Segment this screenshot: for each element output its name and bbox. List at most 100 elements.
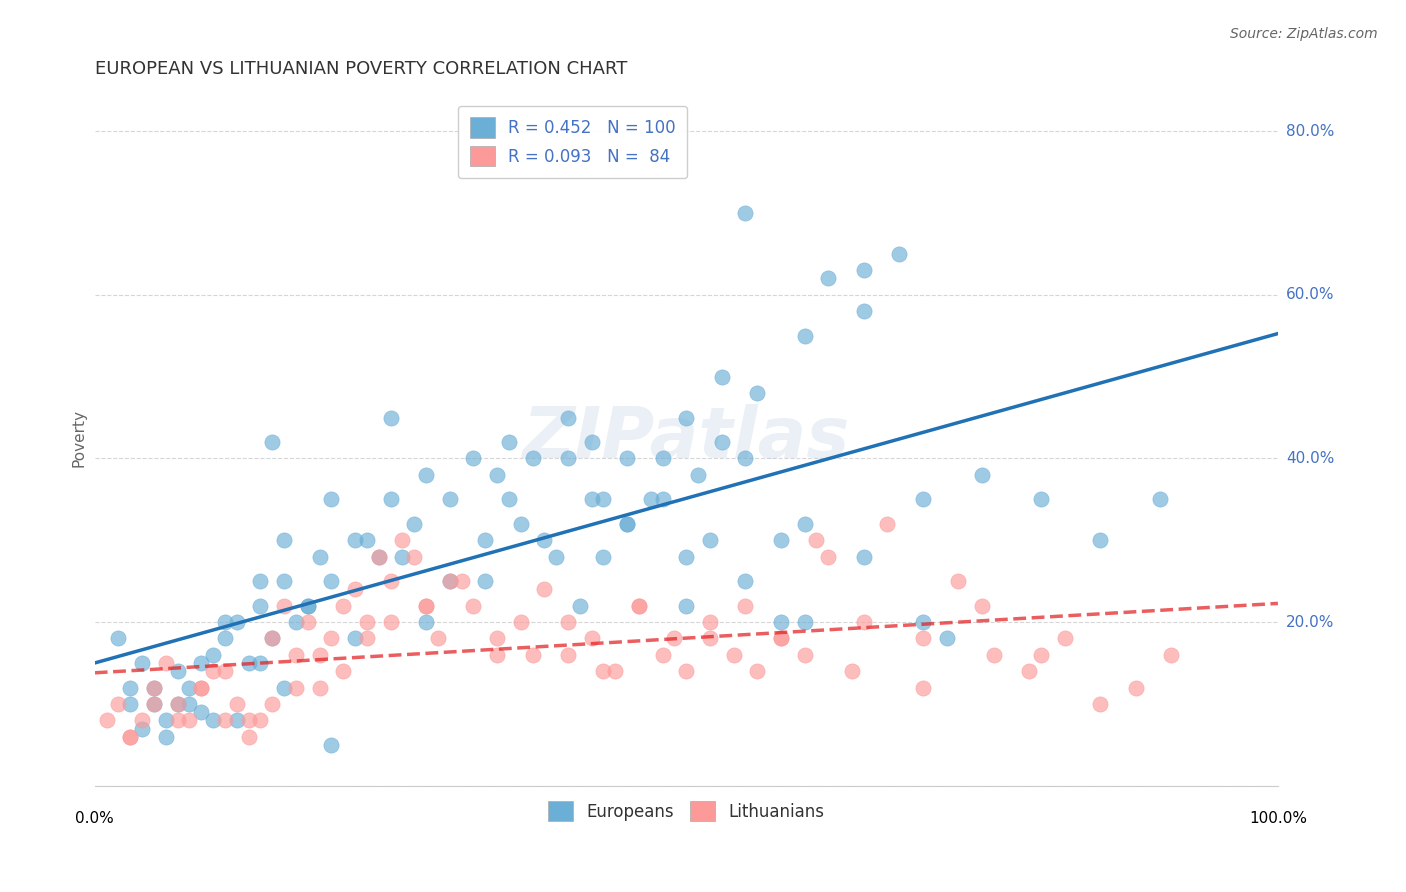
Point [238, 714, 260, 728]
Point [297, 599, 319, 613]
Point [391, 533, 413, 548]
Point [214, 664, 236, 678]
Point [627, 599, 650, 613]
Point [356, 533, 378, 548]
Point [179, 697, 201, 711]
Point [1031, 492, 1053, 507]
Point [972, 599, 994, 613]
Point [769, 615, 792, 629]
Point [723, 648, 745, 662]
Text: 80.0%: 80.0% [1286, 124, 1334, 138]
Point [450, 574, 472, 589]
Point [142, 681, 165, 695]
Point [439, 574, 461, 589]
Point [935, 632, 957, 646]
Point [155, 714, 177, 728]
Point [356, 632, 378, 646]
Point [120, 681, 142, 695]
Point [273, 533, 295, 548]
Point [238, 656, 260, 670]
Point [166, 714, 188, 728]
Y-axis label: Poverty: Poverty [72, 409, 86, 467]
Point [734, 451, 756, 466]
Text: 100.0%: 100.0% [1249, 811, 1308, 826]
Point [344, 632, 367, 646]
Point [463, 451, 485, 466]
Point [273, 574, 295, 589]
Point [308, 549, 330, 564]
Point [699, 632, 721, 646]
Point [627, 599, 650, 613]
Point [107, 632, 129, 646]
Point [262, 632, 284, 646]
Point [308, 681, 330, 695]
Point [238, 730, 260, 744]
Point [710, 435, 733, 450]
Point [249, 599, 271, 613]
Point [533, 582, 555, 597]
Point [581, 435, 603, 450]
Text: 20.0%: 20.0% [1286, 615, 1334, 630]
Point [380, 492, 402, 507]
Point [380, 410, 402, 425]
Point [616, 451, 638, 466]
Point [972, 467, 994, 482]
Point [344, 533, 367, 548]
Point [249, 714, 271, 728]
Point [557, 615, 579, 629]
Point [439, 492, 461, 507]
Point [284, 615, 307, 629]
Point [190, 681, 212, 695]
Point [166, 697, 188, 711]
Point [1149, 492, 1171, 507]
Point [344, 582, 367, 597]
Point [509, 615, 531, 629]
Point [557, 451, 579, 466]
Point [332, 664, 354, 678]
Point [841, 664, 863, 678]
Point [852, 263, 875, 277]
Point [1160, 648, 1182, 662]
Point [948, 574, 970, 589]
Point [225, 714, 247, 728]
Point [297, 599, 319, 613]
Point [273, 599, 295, 613]
Point [911, 492, 934, 507]
Point [675, 549, 697, 564]
Point [533, 533, 555, 548]
Legend: Europeans, Lithuanians: Europeans, Lithuanians [536, 789, 837, 833]
Point [699, 615, 721, 629]
Point [262, 435, 284, 450]
Point [522, 451, 544, 466]
Point [640, 492, 662, 507]
Point [651, 451, 673, 466]
Point [911, 681, 934, 695]
Text: 40.0%: 40.0% [1286, 451, 1334, 466]
Point [142, 681, 165, 695]
Point [214, 632, 236, 646]
Point [284, 648, 307, 662]
Point [1125, 681, 1147, 695]
Point [1018, 664, 1040, 678]
Point [120, 730, 142, 744]
Point [262, 632, 284, 646]
Point [96, 714, 118, 728]
Point [202, 664, 225, 678]
Point [214, 714, 236, 728]
Point [249, 574, 271, 589]
Point [404, 549, 426, 564]
Point [651, 492, 673, 507]
Point [817, 271, 839, 285]
Point [581, 632, 603, 646]
Point [592, 664, 614, 678]
Text: Source: ZipAtlas.com: Source: ZipAtlas.com [1230, 27, 1378, 41]
Point [699, 533, 721, 548]
Point [273, 681, 295, 695]
Point [179, 714, 201, 728]
Point [380, 574, 402, 589]
Point [675, 664, 697, 678]
Point [769, 632, 792, 646]
Point [522, 648, 544, 662]
Point [605, 664, 627, 678]
Point [415, 467, 437, 482]
